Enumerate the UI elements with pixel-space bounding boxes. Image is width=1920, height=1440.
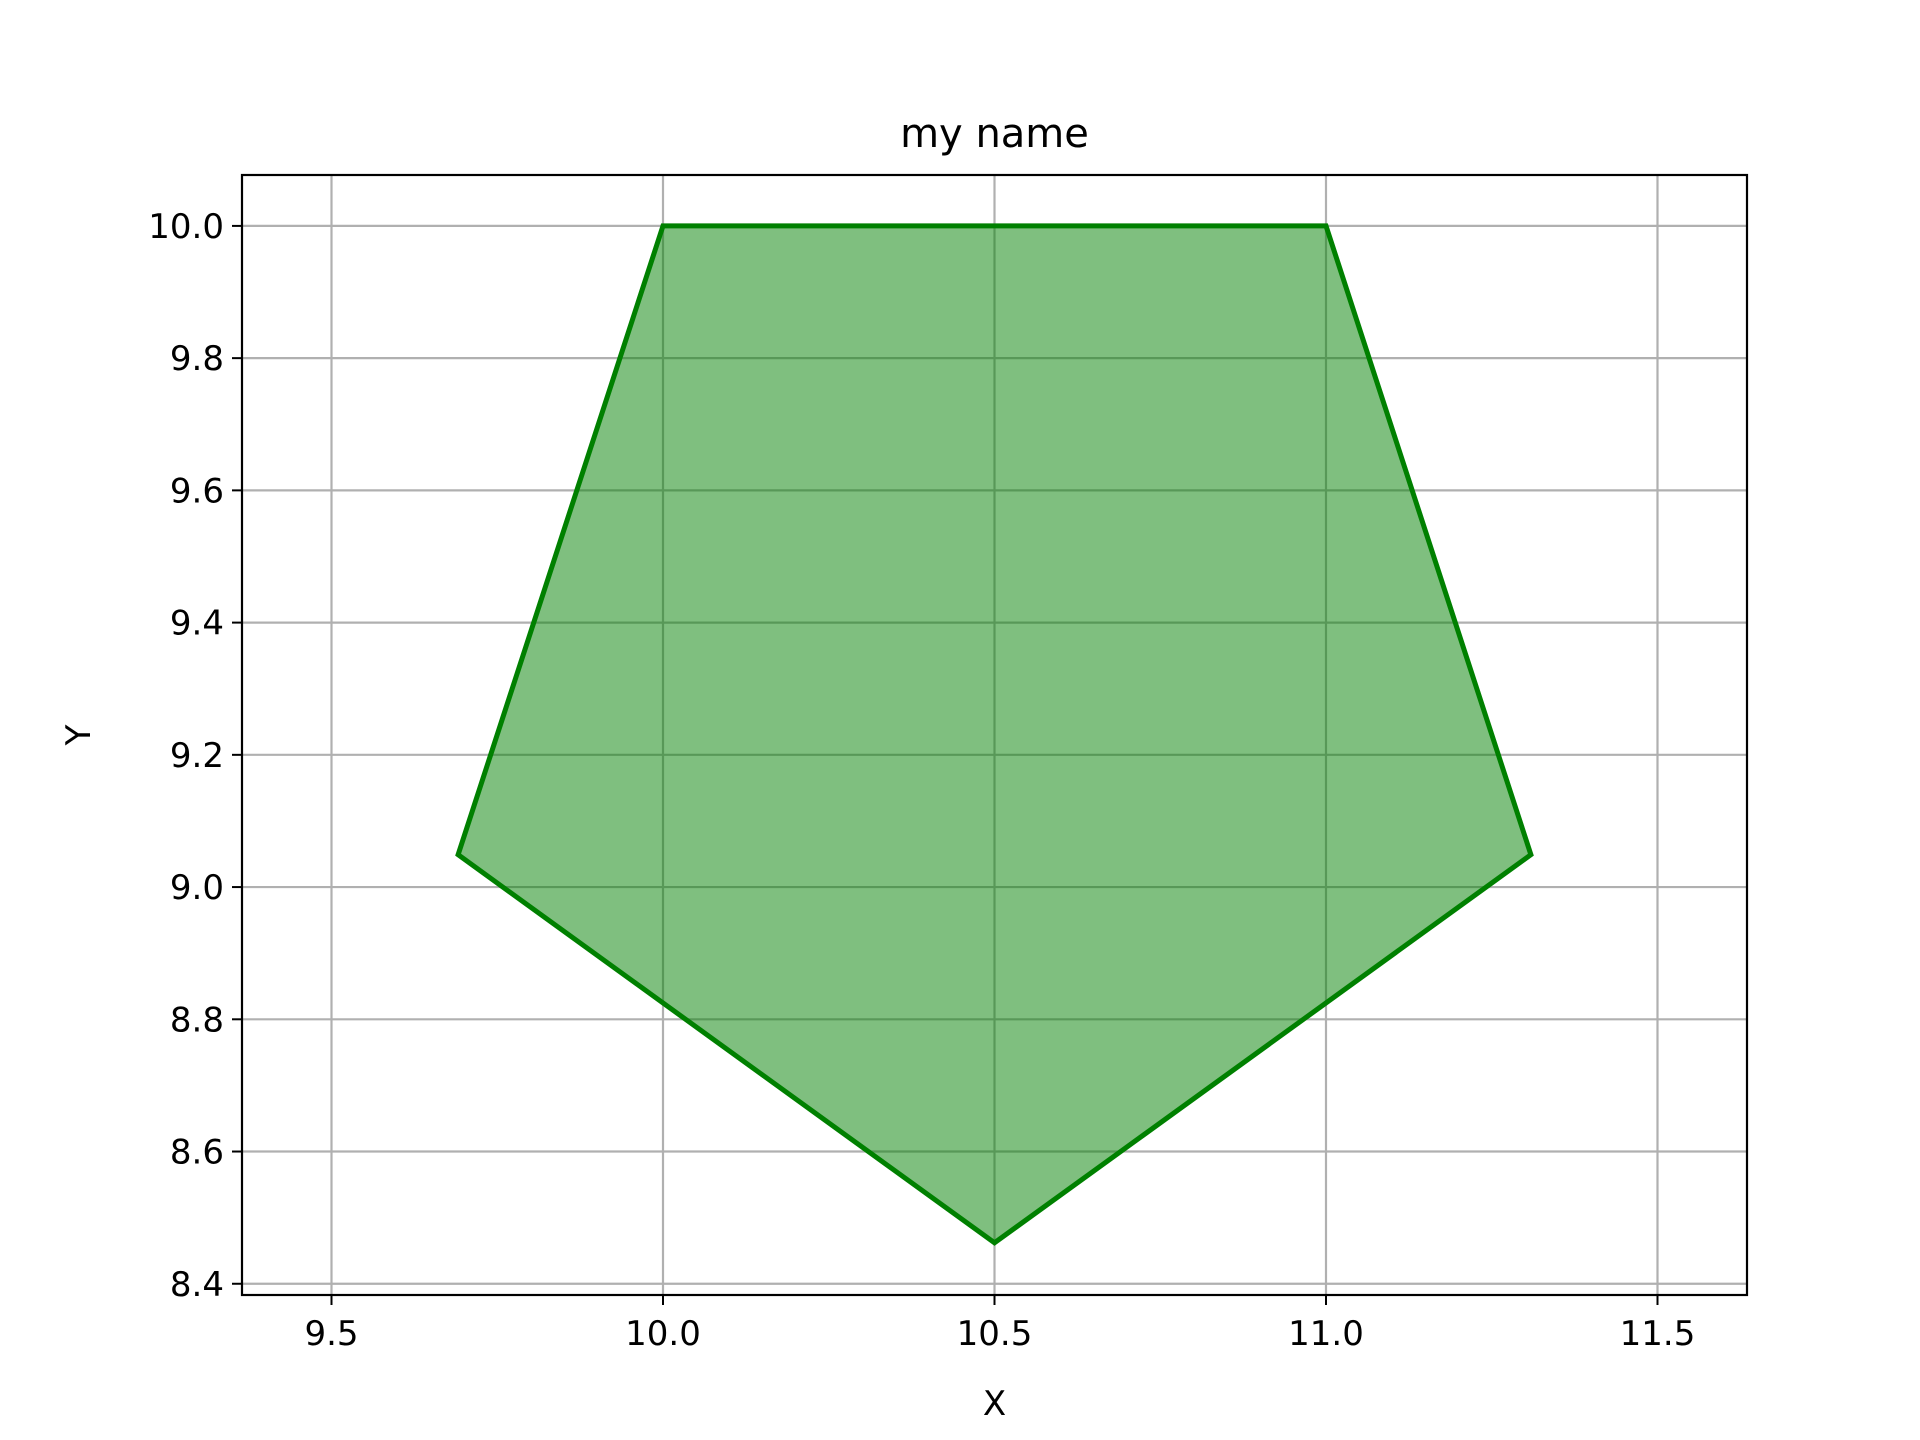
y-tick-label: 9.2 [170, 736, 224, 776]
x-tick-label: 11.0 [1288, 1314, 1364, 1354]
y-tick-label: 10.0 [148, 207, 224, 247]
y-tick-label: 9.6 [170, 471, 224, 511]
x-tick-label: 10.5 [957, 1314, 1033, 1354]
y-tick-label: 8.6 [170, 1133, 224, 1173]
ticks: 9.5 10.0 10.5 11.0 11.5 8.4 8.6 8.8 9.0 9.2 9.4 9.6… [148, 207, 1695, 1354]
x-tick-label: 9.5 [304, 1314, 358, 1354]
y-tick-label: 9.4 [170, 604, 224, 644]
pentagon-fill [458, 225, 1531, 1243]
x-axis-label: X [983, 1384, 1006, 1424]
y-tick-label: 9.8 [170, 339, 224, 379]
chart-title: my name [900, 111, 1089, 157]
y-axis-label: Y [59, 724, 99, 746]
y-tick-label: 8.8 [170, 1000, 224, 1040]
y-tick-label: 9.0 [170, 868, 224, 908]
y-tick-label: 8.4 [170, 1265, 224, 1305]
plot-area [455, 223, 1534, 1246]
pentagon-outline [455, 223, 1534, 1246]
x-tick-label: 11.5 [1620, 1314, 1696, 1354]
x-tick-label: 10.0 [625, 1314, 701, 1354]
